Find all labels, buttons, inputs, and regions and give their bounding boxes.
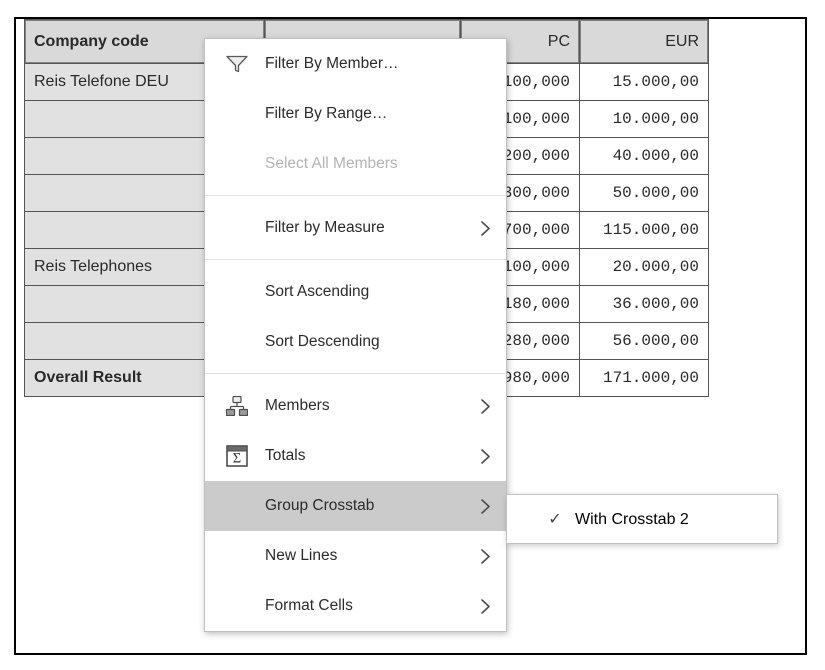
svg-text:Σ: Σ <box>233 451 241 467</box>
